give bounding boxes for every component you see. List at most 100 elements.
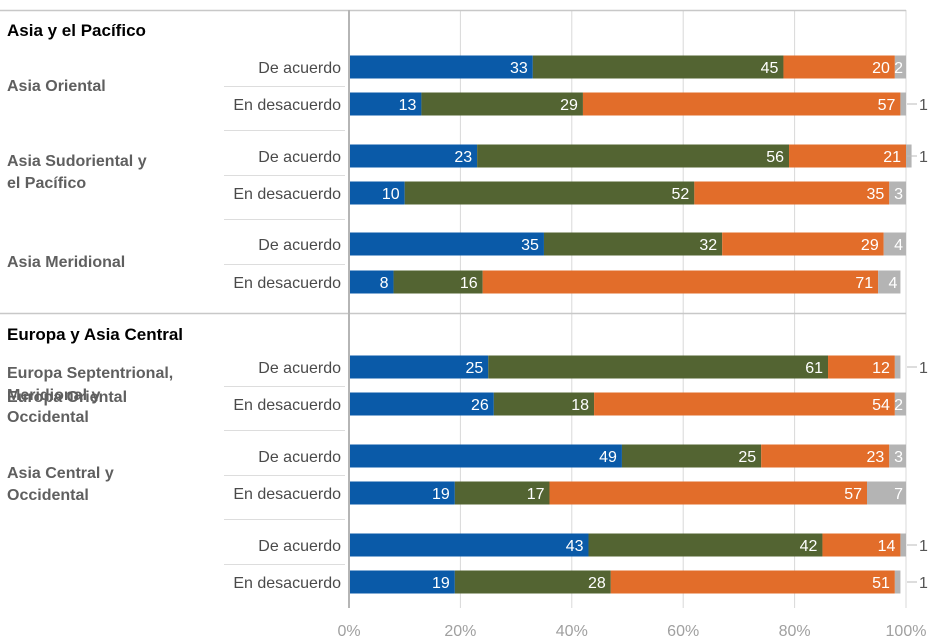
- bar-segment: [532, 55, 784, 79]
- row-label: De acuerdo: [258, 360, 341, 377]
- data-label: 28: [588, 575, 606, 592]
- bar-segment: [349, 55, 533, 79]
- row-label: De acuerdo: [258, 60, 341, 77]
- data-label: 20: [872, 60, 890, 77]
- group-title: Asia y el Pacífico: [7, 21, 146, 40]
- data-label: 23: [866, 449, 884, 466]
- data-label: 35: [521, 237, 539, 254]
- row-label: En desacuerdo: [233, 575, 341, 592]
- data-label: 3: [894, 449, 903, 466]
- bar-segment: [404, 181, 695, 205]
- data-label: 42: [800, 538, 818, 555]
- subgroup-label: Europa Septentrional,: [7, 365, 173, 382]
- data-label: 25: [738, 449, 756, 466]
- bar-segment: [349, 444, 622, 468]
- bar-segment: [349, 270, 394, 294]
- bar-segment: [421, 92, 583, 116]
- data-label: 45: [761, 60, 779, 77]
- row-label: De acuerdo: [258, 149, 341, 166]
- bar-segment: [454, 570, 611, 594]
- bar-segment: [482, 270, 879, 294]
- data-label: 14: [878, 538, 896, 555]
- bar-segment: [900, 92, 906, 116]
- bar-segment: [349, 181, 405, 205]
- bar-segment: [349, 232, 544, 256]
- data-label: 57: [878, 97, 896, 114]
- bar-segment: [900, 533, 906, 557]
- data-label: 19: [432, 486, 450, 503]
- data-label: 54: [872, 397, 890, 414]
- x-tick-label: 100%: [886, 623, 927, 640]
- subgroup-label: Asia Meridional: [7, 254, 125, 271]
- bar-segment: [349, 355, 489, 379]
- subgroup-label: Meridional y: [7, 387, 100, 404]
- subgroup-label: Asia Central y: [7, 465, 114, 482]
- data-label: 26: [471, 397, 489, 414]
- data-label: 4: [889, 275, 898, 292]
- row-label: En desacuerdo: [233, 397, 341, 414]
- bar-segment: [694, 181, 890, 205]
- bar-segment: [349, 392, 494, 416]
- bar-segment: [894, 355, 901, 379]
- bar-segment: [889, 181, 906, 205]
- data-label: 1: [919, 360, 928, 377]
- data-label: 2: [894, 397, 903, 414]
- data-label: 8: [380, 275, 389, 292]
- data-label: 13: [399, 97, 417, 114]
- bar-segment: [349, 570, 455, 594]
- bar-segment: [477, 144, 790, 168]
- bar-segment: [393, 270, 483, 294]
- data-label: 18: [571, 397, 589, 414]
- data-label: 4: [894, 237, 903, 254]
- subgroup-label: Asia Sudoriental y: [7, 153, 147, 170]
- bar-segment: [894, 392, 906, 416]
- data-label: 35: [866, 186, 884, 203]
- data-label: 23: [454, 149, 472, 166]
- bar-segment: [867, 481, 906, 505]
- subgroup-label: Europa Oriental: [7, 389, 127, 406]
- bar-segment: [349, 533, 589, 557]
- bar-segment: [349, 481, 455, 505]
- data-label: 33: [510, 60, 528, 77]
- data-label: 19: [432, 575, 450, 592]
- bar-segment: [783, 55, 895, 79]
- bar-segment: [761, 444, 890, 468]
- data-label: 12: [872, 360, 890, 377]
- data-label: 32: [699, 237, 717, 254]
- data-label: 57: [844, 486, 862, 503]
- data-label: 49: [599, 449, 617, 466]
- x-tick-label: 40%: [556, 623, 588, 640]
- data-label: 1: [919, 149, 928, 166]
- bar-segment: [722, 232, 884, 256]
- data-label: 1: [919, 538, 928, 555]
- bar-segment: [349, 144, 478, 168]
- data-label: 43: [566, 538, 584, 555]
- data-label: 71: [855, 275, 873, 292]
- x-tick-label: 60%: [667, 623, 699, 640]
- bar-segment: [594, 392, 895, 416]
- bar-segment: [610, 570, 895, 594]
- bar-segment: [828, 355, 895, 379]
- bar-segment: [894, 570, 901, 594]
- data-label: 17: [527, 486, 545, 503]
- bar-segment: [543, 232, 723, 256]
- data-label: 51: [872, 575, 890, 592]
- subgroup-label: el Pacífico: [7, 175, 86, 192]
- x-tick-label: 0%: [337, 623, 360, 640]
- data-label: 10: [382, 186, 400, 203]
- bar-segment: [493, 392, 595, 416]
- bar-segment: [582, 92, 901, 116]
- subgroup-label: Asia Oriental: [7, 78, 106, 95]
- row-label: En desacuerdo: [233, 486, 341, 503]
- data-label: 52: [672, 186, 690, 203]
- bar-segment: [894, 55, 906, 79]
- data-label: 29: [861, 237, 879, 254]
- row-label: En desacuerdo: [233, 97, 341, 114]
- row-label: De acuerdo: [258, 538, 341, 555]
- subgroup-label: Occidental: [7, 487, 89, 504]
- x-tick-label: 20%: [444, 623, 476, 640]
- bar-segment: [549, 481, 868, 505]
- data-label: 1: [919, 575, 928, 592]
- bar-segment: [621, 444, 762, 468]
- data-label: 3: [894, 186, 903, 203]
